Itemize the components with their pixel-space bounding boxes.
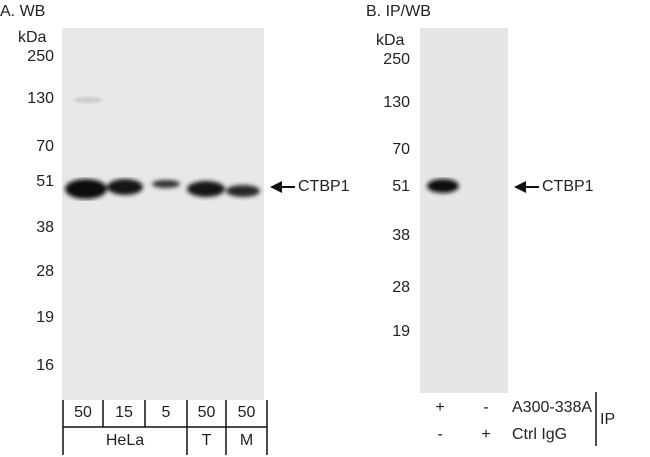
lane-load: 50 [237,404,256,421]
ip-sign: + [481,426,491,443]
panel-a-unit: kDa [18,29,47,46]
marker-a: 51 [36,173,54,190]
ip-sign: - [437,426,443,443]
panel-b-unit: kDa [376,32,405,49]
marker-b: 130 [383,94,410,111]
marker-b: 19 [392,323,410,340]
marker-a: 16 [36,357,54,374]
lane-load: 5 [161,404,171,421]
marker-b: 70 [392,141,410,158]
ip-bracket-label: IP [600,411,616,428]
marker-a: 38 [36,219,54,236]
marker-a: 250 [27,48,54,65]
ip-sign: - [483,399,489,416]
target-label-b: CTBP1 [542,178,594,195]
ip-sign: + [435,399,445,416]
blot-b-membrane [420,28,508,393]
marker-a: 130 [27,90,54,107]
marker-b: 250 [383,51,410,68]
arrow-icon-a [270,181,295,193]
marker-b: 28 [392,279,410,296]
lane-load: 15 [115,404,133,421]
sample-group: HeLa [105,432,145,449]
lane-table-lines [62,392,597,455]
marker-a: 19 [36,309,54,326]
band-lane-2 [107,179,143,195]
sample-group: T [201,432,212,449]
marker-a: 70 [36,138,54,155]
target-label-a: CTBP1 [298,178,350,195]
marker-b: 38 [392,227,410,244]
lane-load: 50 [197,404,216,421]
sample-group: M [239,432,254,449]
ip-row-label: Ctrl IgG [512,426,568,443]
arrow-icon-b [514,181,539,193]
band-ip [427,179,459,193]
band-lane-4 [187,181,225,197]
blot-a-membrane [62,28,264,400]
band-lane-3 [152,180,180,188]
band-lane-5 [226,185,260,197]
band-lane-1 [65,179,107,199]
marker-b: 51 [392,178,410,195]
ip-row-label: A300-338A [512,399,593,416]
panel-b-title: B. IP/WB [366,3,431,20]
lane-load: 50 [74,404,92,421]
marker-a: 28 [36,263,54,280]
panel-a-title: A. WB [0,3,46,20]
